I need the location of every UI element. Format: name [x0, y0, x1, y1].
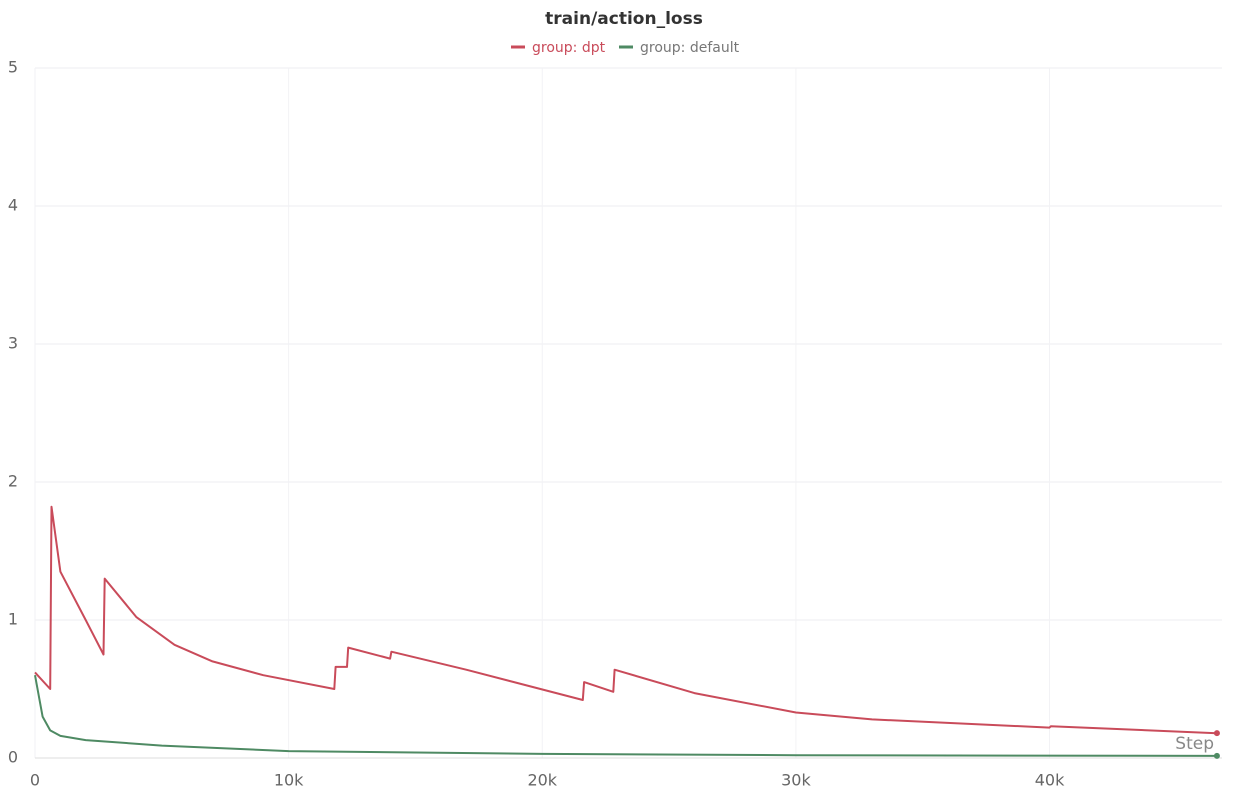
end-point	[1213, 752, 1220, 759]
y-tick-label: 5	[8, 58, 18, 77]
y-tick-label: 4	[8, 196, 18, 215]
x-axis-label: Step	[1175, 734, 1214, 754]
end-point	[1213, 730, 1220, 737]
y-tick-label: 1	[8, 610, 18, 629]
legend: group: dpt group: default	[511, 40, 740, 56]
y-tick-label: 0	[8, 748, 18, 767]
line	[34, 675, 1217, 757]
chart-title: train/action_loss	[545, 9, 703, 29]
y-tick-label: 2	[8, 472, 18, 491]
x-tick-label: 40k	[1035, 771, 1065, 790]
x-tick-label: 0	[30, 771, 40, 790]
x-tick-label: 20k	[527, 771, 557, 790]
x-tick-label: 10k	[274, 771, 304, 790]
legend-label: group: dpt	[532, 40, 606, 56]
y-tick-label: 3	[8, 334, 18, 353]
x-tick-label: 30k	[781, 771, 811, 790]
line	[34, 505, 1217, 735]
legend-label: group: default	[640, 40, 740, 56]
